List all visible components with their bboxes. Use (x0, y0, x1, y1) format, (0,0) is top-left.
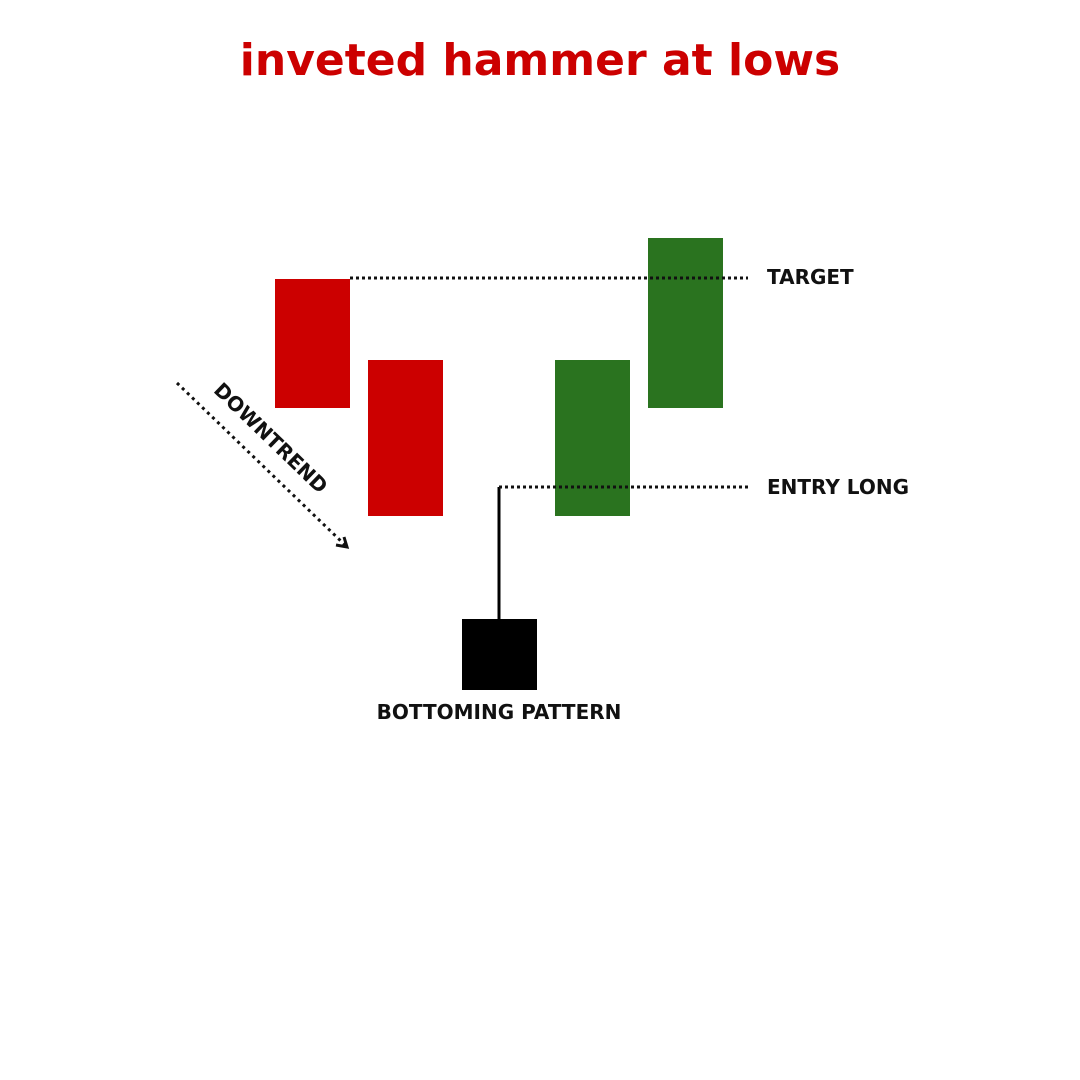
entry-long-label: ENTRY LONG (767, 475, 909, 499)
downtrend-arrow-head (335, 536, 350, 549)
inverted-hammer-body (462, 619, 537, 690)
bottoming-pattern-label: BOTTOMING PATTERN (377, 700, 622, 724)
bearish-candle-2 (368, 360, 443, 516)
bullish-candle-2 (648, 238, 723, 408)
bullish-candle-1 (555, 360, 630, 516)
bearish-candle-1 (275, 279, 350, 408)
target-label: TARGET (767, 265, 854, 289)
diagram-title: inveted hammer at lows (240, 35, 840, 86)
